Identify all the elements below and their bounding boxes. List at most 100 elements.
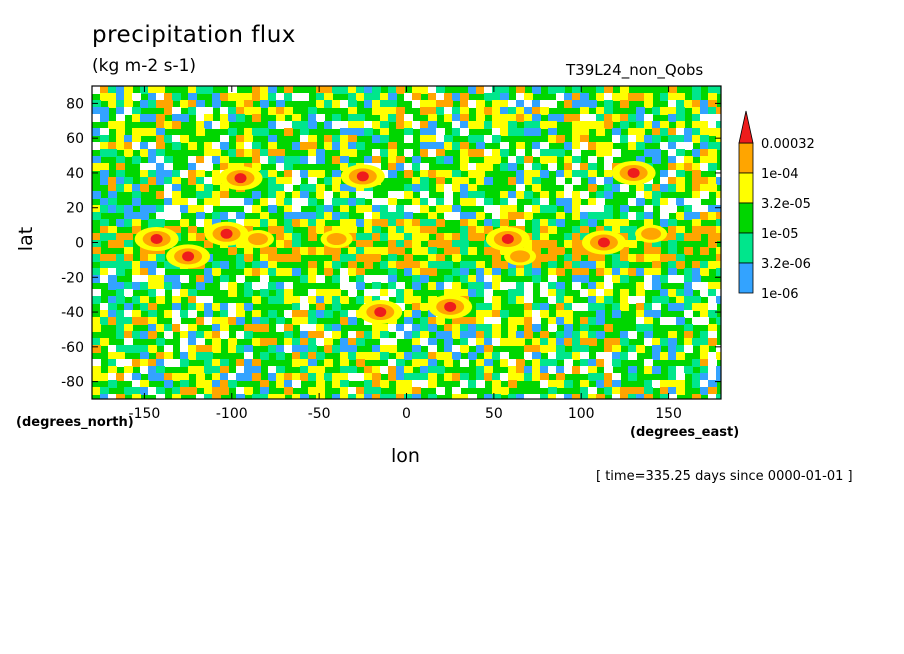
field-cell <box>452 121 461 129</box>
field-cell <box>556 268 565 276</box>
field-cell <box>676 289 685 297</box>
field-cell <box>604 275 613 283</box>
field-cell <box>332 212 341 220</box>
field-cell <box>284 380 293 388</box>
field-cell <box>324 324 333 332</box>
field-cell <box>300 373 309 381</box>
field-cell <box>420 268 429 276</box>
field-cell <box>700 121 709 129</box>
field-cell <box>164 170 173 178</box>
field-cell <box>244 247 253 255</box>
field-cell <box>172 177 181 185</box>
field-cell <box>116 310 125 318</box>
field-cell <box>412 324 421 332</box>
field-cell <box>92 338 101 346</box>
field-cell <box>540 373 549 381</box>
field-cell <box>660 142 669 150</box>
field-cell <box>100 205 109 213</box>
field-cell <box>348 268 357 276</box>
field-cell <box>636 268 645 276</box>
field-cell <box>580 317 589 325</box>
field-cell <box>524 310 533 318</box>
field-cell <box>428 149 437 157</box>
field-cell <box>292 268 301 276</box>
field-cell <box>140 261 149 269</box>
field-cell <box>140 275 149 283</box>
field-cell <box>196 366 205 374</box>
field-cell <box>348 345 357 353</box>
field-cell <box>308 296 317 304</box>
field-cell <box>300 212 309 220</box>
field-cell <box>652 156 661 164</box>
field-cell <box>380 135 389 143</box>
field-cell <box>652 240 661 248</box>
x-tick-label: 150 <box>655 406 682 422</box>
field-cell <box>260 156 269 164</box>
field-cell <box>292 359 301 367</box>
field-cell <box>532 233 541 241</box>
field-cell <box>380 345 389 353</box>
field-cell <box>228 282 237 290</box>
field-cell <box>116 233 125 241</box>
field-cell <box>604 114 613 122</box>
field-cell <box>244 198 253 206</box>
field-cell <box>308 268 317 276</box>
field-cell <box>132 107 141 115</box>
field-cell <box>684 289 693 297</box>
field-cell <box>652 366 661 374</box>
field-cell <box>532 338 541 346</box>
field-cell <box>396 289 405 297</box>
field-cell <box>620 331 629 339</box>
field-cell <box>116 261 125 269</box>
field-cell <box>652 310 661 318</box>
field-cell <box>148 261 157 269</box>
field-cell <box>116 359 125 367</box>
field-cell <box>292 177 301 185</box>
field-cell <box>220 310 229 318</box>
field-cell <box>340 184 349 192</box>
field-cell <box>92 191 101 199</box>
field-cell <box>420 226 429 234</box>
field-cell <box>604 142 613 150</box>
field-cell <box>404 289 413 297</box>
field-cell <box>604 149 613 157</box>
field-cell <box>476 275 485 283</box>
field-cell <box>580 247 589 255</box>
field-cell <box>716 373 721 381</box>
field-cell <box>580 107 589 115</box>
field-cell <box>660 380 669 388</box>
field-cell <box>108 198 117 206</box>
field-cell <box>188 198 197 206</box>
field-cell <box>556 366 565 374</box>
field-cell <box>140 184 149 192</box>
field-cell <box>484 373 493 381</box>
field-cell <box>364 352 373 360</box>
field-cell <box>540 310 549 318</box>
field-cell <box>132 135 141 143</box>
field-cell <box>148 93 157 101</box>
field-cell <box>412 338 421 346</box>
field-cell <box>204 205 213 213</box>
field-cell <box>524 268 533 276</box>
field-cell <box>476 149 485 157</box>
field-cell <box>572 198 581 206</box>
field-cell <box>188 289 197 297</box>
field-cell <box>540 394 549 399</box>
field-cell <box>116 170 125 178</box>
field-cell <box>92 212 101 220</box>
field-cell <box>100 93 109 101</box>
field-cell <box>204 331 213 339</box>
field-cell <box>92 247 101 255</box>
field-cell <box>636 317 645 325</box>
field-cell <box>500 261 509 269</box>
field-cell <box>540 240 549 248</box>
field-cell <box>388 394 397 399</box>
field-cell <box>204 317 213 325</box>
field-cell <box>156 387 165 395</box>
field-cell <box>604 100 613 108</box>
field-cell <box>492 261 501 269</box>
field-cell <box>348 373 357 381</box>
field-cell <box>588 394 597 399</box>
field-cell <box>340 198 349 206</box>
field-cell <box>340 135 349 143</box>
